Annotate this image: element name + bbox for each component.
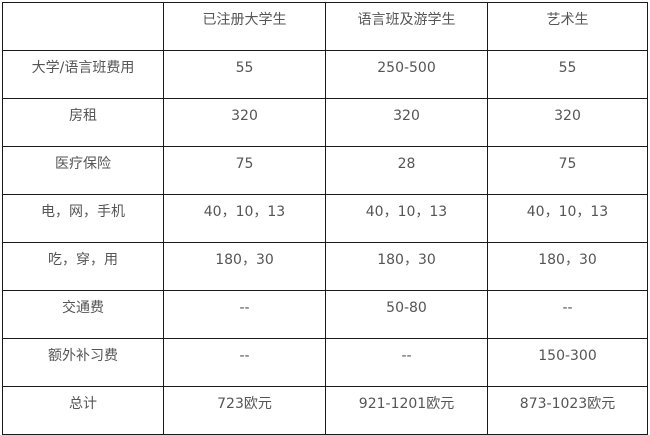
cell-value: -- [239, 348, 250, 364]
cell-value: -- [239, 300, 250, 316]
table-cell: 873-1023欧元 [487, 386, 648, 435]
table-cell: 320 [163, 98, 326, 147]
row-label-cell: 额外补习费 [2, 338, 164, 387]
cell-value: 180，30 [377, 252, 436, 268]
cell-value: 180，30 [215, 252, 274, 268]
table-row: 医疗保险 75 28 75 [2, 146, 648, 195]
column-header-label [3, 3, 163, 11]
table-cell: 180，30 [487, 242, 648, 291]
table-cell: -- [163, 338, 326, 387]
cell-value: 873-1023欧元 [519, 396, 616, 412]
row-label-cell: 交通费 [2, 290, 164, 339]
cell-value: 180，30 [538, 252, 597, 268]
table-cell: 723欧元 [163, 386, 326, 435]
row-label: 医疗保险 [55, 156, 111, 172]
table-cell: 320 [325, 98, 488, 147]
table-cell: 40，10，13 [163, 194, 326, 243]
table-cell: -- [487, 290, 648, 339]
cell-value: 320 [393, 108, 420, 124]
row-label: 电，网，手机 [41, 204, 125, 220]
cell-value: 75 [235, 156, 254, 172]
cell-value: 320 [554, 108, 581, 124]
cell-value: 723欧元 [217, 396, 272, 412]
row-label: 总计 [69, 396, 97, 412]
row-label: 房租 [69, 108, 97, 124]
table-row: 总计 723欧元 921-1201欧元 873-1023欧元 [2, 386, 648, 435]
column-header: 语言班及游学生 [325, 2, 488, 51]
cell-value: 40，10，13 [365, 204, 448, 220]
cell-value: 921-1201欧元 [358, 396, 455, 412]
table-cell: 50-80 [325, 290, 488, 339]
table-row: 大学/语言班费用 55 250-500 55 [2, 50, 648, 99]
table-row: 额外补习费 -- -- 150-300 [2, 338, 648, 387]
table-cell: 320 [487, 98, 648, 147]
cell-value: 75 [558, 156, 577, 172]
row-label-cell: 大学/语言班费用 [2, 50, 164, 99]
row-label: 额外补习费 [48, 348, 118, 364]
table-cell: -- [163, 290, 326, 339]
table-cell: 180，30 [325, 242, 488, 291]
column-header-label: 已注册大学生 [202, 12, 287, 28]
row-label-cell: 电，网，手机 [2, 194, 164, 243]
cell-value: -- [562, 300, 573, 316]
cell-value: 40，10，13 [526, 204, 609, 220]
row-label-cell: 总计 [2, 386, 164, 435]
cell-value: 28 [397, 156, 416, 172]
cell-value: 250-500 [377, 60, 436, 76]
table-cell: 180，30 [163, 242, 326, 291]
cell-value: 50-80 [386, 300, 427, 316]
table-cell: 55 [163, 50, 326, 99]
cell-value: 55 [558, 60, 577, 76]
table-row: 吃，穿，用 180，30 180，30 180，30 [2, 242, 648, 291]
table-cell: 75 [487, 146, 648, 195]
table-row: 房租 320 320 320 [2, 98, 648, 147]
row-label-cell: 房租 [2, 98, 164, 147]
row-label: 吃，穿，用 [48, 252, 118, 268]
column-header [2, 2, 164, 51]
table-cell: 55 [487, 50, 648, 99]
table-row: 电，网，手机 40，10，13 40，10，13 40，10，13 [2, 194, 648, 243]
table-cell: -- [325, 338, 488, 387]
row-label-cell: 医疗保险 [2, 146, 164, 195]
column-header: 艺术生 [487, 2, 648, 51]
column-header-label: 艺术生 [546, 12, 589, 28]
column-header-label: 语言班及游学生 [357, 12, 456, 28]
table-cell: 75 [163, 146, 326, 195]
row-label: 交通费 [62, 300, 104, 316]
cell-value: 150-300 [538, 348, 597, 364]
row-label: 大学/语言班费用 [31, 60, 135, 76]
cell-value: 40，10，13 [203, 204, 286, 220]
table-cell: 250-500 [325, 50, 488, 99]
cell-value: 320 [231, 108, 258, 124]
cell-value: 55 [235, 60, 254, 76]
row-label-cell: 吃，穿，用 [2, 242, 164, 291]
table-cell: 150-300 [487, 338, 648, 387]
table-cell: 28 [325, 146, 488, 195]
table-cell: 921-1201欧元 [325, 386, 488, 435]
cell-value: -- [401, 348, 412, 364]
header-row: 已注册大学生 语言班及游学生 艺术生 [2, 2, 648, 51]
table-cell: 40，10，13 [487, 194, 648, 243]
column-header: 已注册大学生 [163, 2, 326, 51]
table-row: 交通费 -- 50-80 -- [2, 290, 648, 339]
table-cell: 40，10，13 [325, 194, 488, 243]
